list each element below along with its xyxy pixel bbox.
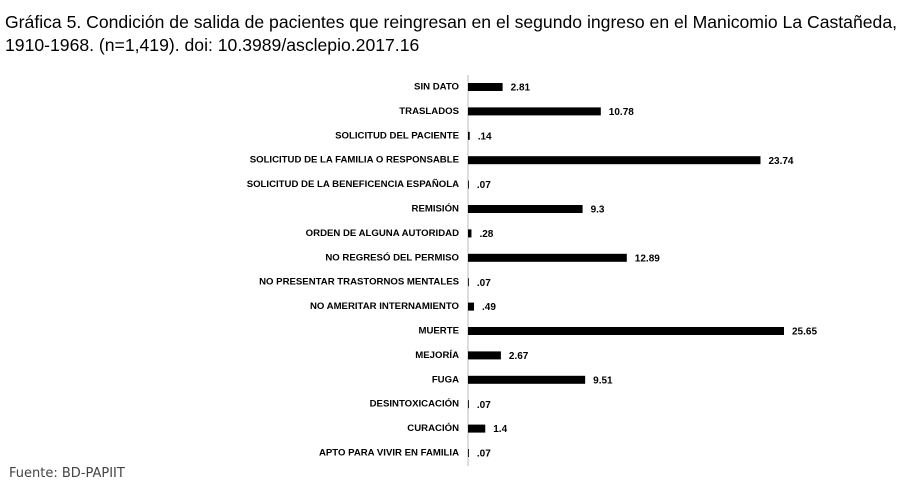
- category-label: SIN DATO: [414, 82, 459, 93]
- category-label: SOLICITUD DE LA BENEFICENCIA ESPAÑOLA: [247, 179, 459, 190]
- value-label: .07: [477, 400, 491, 411]
- value-label: 25.65: [792, 327, 817, 338]
- bar: [468, 253, 627, 262]
- category-label: TRASLADOS: [399, 106, 459, 117]
- source-note: Fuente: BD-PAPIIT: [9, 466, 125, 481]
- value-label: 9.51: [593, 375, 613, 386]
- value-label: .07: [477, 449, 491, 460]
- bar: [468, 107, 601, 116]
- bar: [468, 205, 583, 213]
- category-label: REMISIÓN: [412, 203, 460, 215]
- value-label: .14: [478, 131, 492, 142]
- category-label: APTO PARA VIVIR EN FAMILIA: [319, 448, 459, 459]
- bar: [468, 83, 503, 91]
- category-label: FUGA: [432, 374, 459, 385]
- value-label: 23.74: [768, 156, 793, 167]
- bar: [468, 400, 469, 409]
- category-label: NO AMERITAR INTERNAMIENTO: [310, 301, 460, 312]
- category-label: CURACIÓN: [407, 422, 459, 434]
- bar: [468, 180, 469, 189]
- category-label: SOLICITUD DE LA FAMILIA O RESPONSABLE: [250, 155, 460, 166]
- bar: [468, 424, 486, 433]
- category-label: MUERTE: [418, 326, 459, 337]
- bar: [468, 327, 784, 335]
- bar: [468, 351, 501, 360]
- value-label: 2.67: [509, 351, 529, 362]
- value-label: 12.89: [635, 253, 660, 264]
- value-label: .28: [479, 229, 493, 240]
- bar: [468, 302, 475, 311]
- bar: [468, 375, 586, 384]
- category-label: MEJORÍA: [415, 349, 459, 361]
- bar: [468, 449, 469, 457]
- bar: [468, 156, 761, 165]
- value-label: 1.4: [493, 424, 507, 435]
- value-label: .07: [477, 180, 491, 191]
- category-label: NO PRESENTAR TRASTORNOS MENTALES: [259, 277, 459, 288]
- chart-title: Gráfica 5. Condición de salida de pacien…: [5, 12, 897, 55]
- value-label: .49: [482, 302, 496, 313]
- category-label: ORDEN DE ALGUNA AUTORIDAD: [306, 228, 459, 239]
- value-label: 9.3: [591, 205, 605, 216]
- value-label: 2.81: [511, 83, 531, 94]
- category-label: NO REGRESÓ DEL PERMISO: [325, 251, 459, 263]
- bar: [468, 229, 472, 238]
- value-label: .07: [477, 278, 491, 289]
- category-label: SOLICITUD DEL PACIENTE: [335, 130, 459, 141]
- bar: [468, 278, 469, 287]
- value-label: 10.78: [609, 107, 634, 118]
- bar: [468, 131, 470, 140]
- category-label: DESINTOXICACIÓN: [370, 398, 459, 410]
